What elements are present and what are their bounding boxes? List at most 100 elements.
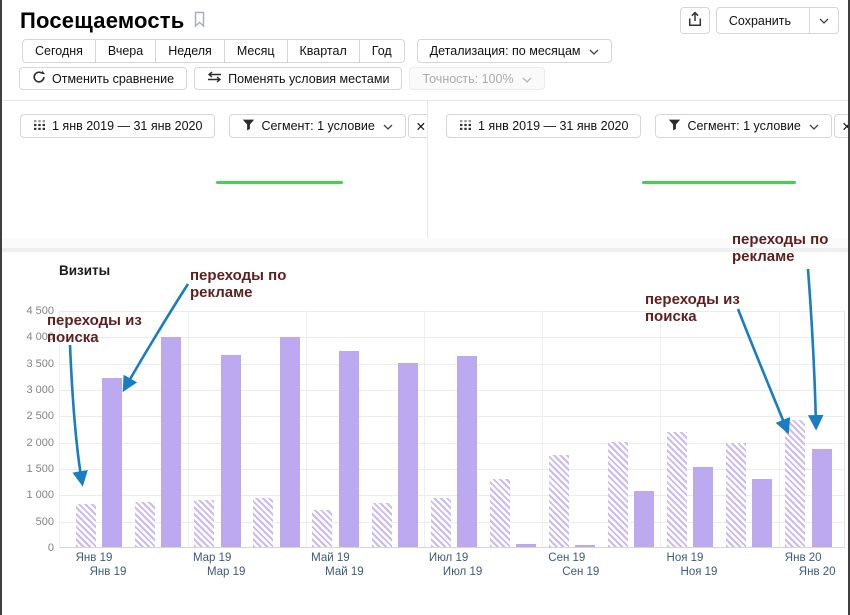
period-row: Сегодня Вчера Неделя Месяц Квартал Год Д…	[22, 39, 612, 63]
bar-ads-Сен 19[interactable]	[575, 544, 596, 547]
bar-search-Янв 20[interactable]	[785, 419, 806, 547]
y-tick-label: 1 500	[26, 463, 54, 475]
bar-ads-Фев 19[interactable]	[161, 337, 182, 547]
chevron-down-icon	[383, 119, 393, 133]
bar-ads-Дек 19[interactable]	[752, 479, 773, 547]
bar-search-Окт 19[interactable]	[607, 441, 628, 547]
bar-search-Янв 19[interactable]	[76, 503, 96, 547]
x-tick-label-row2: Ноя 19	[680, 566, 718, 578]
y-tick-label: 3 500	[26, 357, 54, 370]
bar-search-Июн 19[interactable]	[371, 502, 392, 547]
refresh-icon	[32, 70, 46, 87]
period-tab-today[interactable]: Сегодня	[22, 39, 96, 63]
close-icon: ✕	[415, 119, 427, 134]
export-icon	[688, 11, 702, 30]
cancel-comparison-label: Отменить сравнение	[52, 71, 175, 86]
swap-conditions-label: Поменять условия местами	[228, 71, 390, 86]
y-tick-label: 0	[47, 542, 54, 554]
period-tab-quarter[interactable]: Квартал	[286, 39, 360, 63]
y-tick-label: 4 500	[26, 305, 54, 317]
chevron-down-icon	[522, 72, 532, 86]
period-tab-month[interactable]: Месяц	[223, 39, 288, 63]
green-underline-annotation	[642, 181, 796, 184]
x-tick-label-row2: Июл 19	[442, 566, 483, 578]
x-tick-label-row1: Май 19	[311, 552, 350, 564]
swap-conditions-button[interactable]: Поменять условия местами	[194, 67, 403, 90]
date-range-button-a[interactable]: 1 янв 2019 — 31 янв 2020	[20, 114, 216, 138]
segment-panel-b: 1 янв 2019 — 31 янв 2020 Сегмент: 1 усло…	[427, 101, 848, 332]
x-tick-label-row1: Янв 19	[75, 552, 113, 564]
bar-search-Июл 19[interactable]	[430, 498, 451, 547]
bar-ads-Мар 19[interactable]	[220, 354, 241, 547]
swap-icon	[207, 71, 222, 86]
bar-search-Май 19[interactable]	[312, 509, 333, 547]
save-button-label: Сохранить	[728, 13, 791, 28]
x-tick-label-row2: Мар 19	[206, 566, 246, 578]
period-tab-yesterday[interactable]: Вчера	[94, 39, 157, 63]
page-title: Посещаемость	[20, 8, 185, 33]
accuracy-button[interactable]: Точность: 100%	[409, 67, 545, 90]
bar-search-Фев 19[interactable]	[135, 502, 156, 547]
bar-ads-Янв 19[interactable]	[102, 378, 123, 547]
bar-ads-Авг 19[interactable]	[516, 544, 536, 547]
bar-ads-Май 19[interactable]	[338, 350, 359, 547]
bar-search-Мар 19[interactable]	[194, 500, 215, 547]
y-tick-label: 3 000	[26, 384, 54, 396]
annotation-search-left: переходы из поиска	[47, 312, 142, 346]
y-tick-label: 500	[35, 515, 54, 528]
x-tick-label-row1: Ноя 19	[666, 552, 704, 564]
bar-ads-Окт 19[interactable]	[634, 491, 655, 547]
x-tick-label-row1: Сен 19	[548, 552, 586, 564]
detalization-button[interactable]: Детализация: по месяцам	[416, 39, 612, 63]
period-tab-week[interactable]: Неделя	[155, 39, 225, 63]
segment-label-a: Сегмент: 1 условие	[261, 119, 375, 133]
bar-ads-Ноя 19[interactable]	[693, 466, 714, 547]
header-divider	[2, 100, 848, 101]
chevron-down-icon	[809, 119, 819, 133]
save-button[interactable]: Сохранить	[715, 7, 839, 34]
x-tick-label-row1: Мар 19	[192, 552, 232, 564]
annotation-search-right: переходы из поиска	[645, 291, 740, 325]
y-tick-label: 1 000	[26, 489, 54, 502]
segment-remove-button-b[interactable]: ✕	[833, 114, 848, 138]
x-tick-label-row1: Июл 19	[428, 552, 469, 564]
bar-ads-Апр 19[interactable]	[279, 336, 300, 547]
bar-ads-Янв 20[interactable]	[811, 448, 832, 547]
header-actions: Сохранить	[679, 7, 839, 34]
calendar-grid-icon	[459, 119, 472, 134]
y-tick-label: 2 000	[26, 436, 54, 449]
annotation-ads-right: переходы по рекламе	[732, 231, 829, 265]
segment-a-controls: 1 янв 2019 — 31 янв 2020 Сегмент: 1 усло…	[20, 114, 434, 138]
bar-search-Сен 19[interactable]	[548, 454, 569, 547]
bar-search-Апр 19[interactable]	[253, 497, 274, 547]
bar-search-Ноя 19[interactable]	[667, 431, 687, 547]
bar-ads-Июн 19[interactable]	[397, 362, 418, 547]
bar-search-Дек 19[interactable]	[726, 442, 747, 547]
chart-section: Визиты 0 500 1 000 1 500 2 000 2 500 3 000 3 50…	[2, 252, 848, 615]
filter-funnel-icon	[242, 118, 255, 134]
x-tick-label-row1: Янв 20	[784, 552, 822, 564]
chart-plot[interactable]	[59, 311, 845, 548]
segment-b-controls: 1 янв 2019 — 31 янв 2020 Сегмент: 1 усло…	[446, 114, 848, 138]
segment-label-b: Сегмент: 1 условие	[687, 119, 801, 133]
y-tick-label: 4 000	[26, 331, 54, 344]
export-button[interactable]	[679, 7, 710, 34]
segment-button-b[interactable]: Сегмент: 1 условие	[655, 114, 832, 138]
cancel-comparison-button[interactable]: Отменить сравнение	[19, 67, 188, 90]
bookmark-icon[interactable]	[193, 11, 206, 31]
close-icon: ✕	[842, 119, 848, 134]
period-tab-year[interactable]: Год	[358, 39, 405, 63]
bar-ads-Июл 19[interactable]	[456, 356, 477, 547]
filter-funnel-icon	[668, 118, 681, 134]
detalization-label: Детализация: по месяцам	[429, 44, 581, 58]
date-range-label-b: 1 янв 2019 — 31 янв 2020	[478, 119, 629, 133]
chevron-down-icon	[589, 44, 599, 58]
save-dropdown-caret[interactable]	[809, 8, 838, 33]
chart-title: Визиты	[59, 263, 111, 278]
date-range-button-b[interactable]: 1 янв 2019 — 31 янв 2020	[446, 114, 642, 138]
bar-search-Авг 19[interactable]	[489, 478, 510, 547]
segment-button-a[interactable]: Сегмент: 1 условие	[229, 114, 406, 138]
x-tick-label-row2: Янв 19	[89, 566, 127, 578]
accuracy-label: Точность: 100%	[422, 71, 514, 86]
